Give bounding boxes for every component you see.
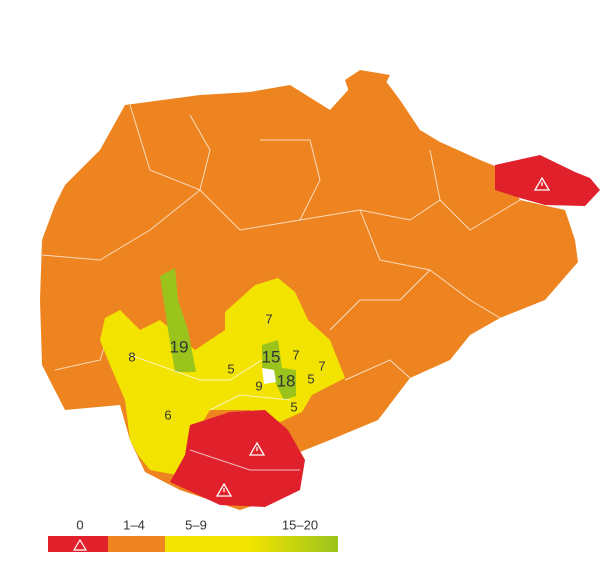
border [209,394,291,411]
region-yellow [100,278,345,476]
legend-swatch [108,536,165,552]
border [199,139,321,231]
base-regions [40,70,578,510]
region-label: 7 [292,347,299,362]
legend-swatch [250,536,338,552]
city [262,368,276,384]
island [380,112,405,132]
region-labels: 7 19 8 15 7 7 5 18 5 9 5 6 [128,311,325,422]
border [329,269,431,331]
region-orange [40,80,578,510]
warning-icon [248,441,266,456]
region-label: 18 [277,371,296,390]
legend-label: 5–9 [185,517,207,532]
region-label: 5 [290,399,297,414]
region-label: 5 [227,361,234,376]
region-green [262,340,296,400]
region-red [170,410,305,507]
region-label: 8 [128,349,135,364]
legend-swatch [165,536,250,552]
region-label: 19 [170,337,189,356]
region-red [495,155,600,206]
region-label: 5 [307,371,314,386]
border [41,189,201,261]
island [345,70,390,95]
region-label: 7 [265,311,272,326]
region-label: 6 [164,407,171,422]
border [439,199,521,231]
region-label: 15 [262,347,281,366]
border [344,359,411,381]
warning-icon [215,482,233,497]
legend: 0 1–4 5–9 15–20 [48,517,338,552]
legend-label: 0 [76,517,83,532]
region-green [160,268,196,372]
legend-label: 1–4 [123,517,145,532]
warning-icon [533,176,551,191]
border [299,149,441,221]
warnings [72,176,551,551]
warning-icon [72,538,88,551]
region-label: 7 [318,358,325,373]
border [189,449,300,471]
region-label: 9 [255,378,262,393]
legend-label: 15–20 [282,517,318,532]
border [129,354,263,381]
